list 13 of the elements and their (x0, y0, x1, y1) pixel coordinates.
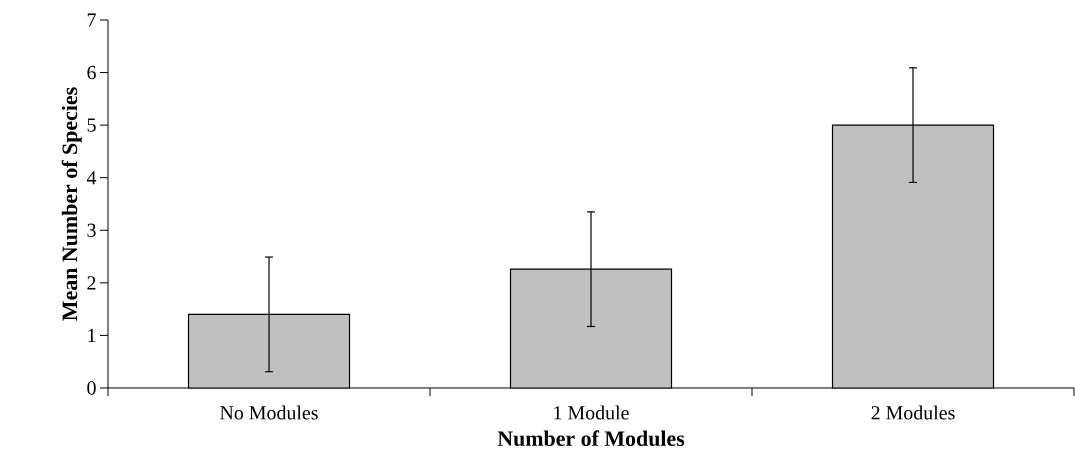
y-axis-title: Mean Number of Species (61, 87, 82, 321)
y-tick-label: 4 (86, 171, 97, 185)
y-tick-label: 7 (87, 13, 96, 27)
x-axis-title: Number of Modules (497, 430, 685, 447)
y-tick-label: 6 (87, 65, 96, 80)
y-tick-label: 3 (87, 223, 96, 237)
x-tick-label: 2 Modules (871, 405, 955, 420)
y-tick-label: 2 (87, 276, 96, 290)
y-tick-label: 0 (87, 381, 96, 395)
y-tick-label: 5 (87, 118, 96, 132)
y-tick-label: 1 (88, 328, 96, 342)
x-tick-label: No Modules (220, 405, 318, 420)
x-tick-label: 1 Module (554, 405, 629, 420)
